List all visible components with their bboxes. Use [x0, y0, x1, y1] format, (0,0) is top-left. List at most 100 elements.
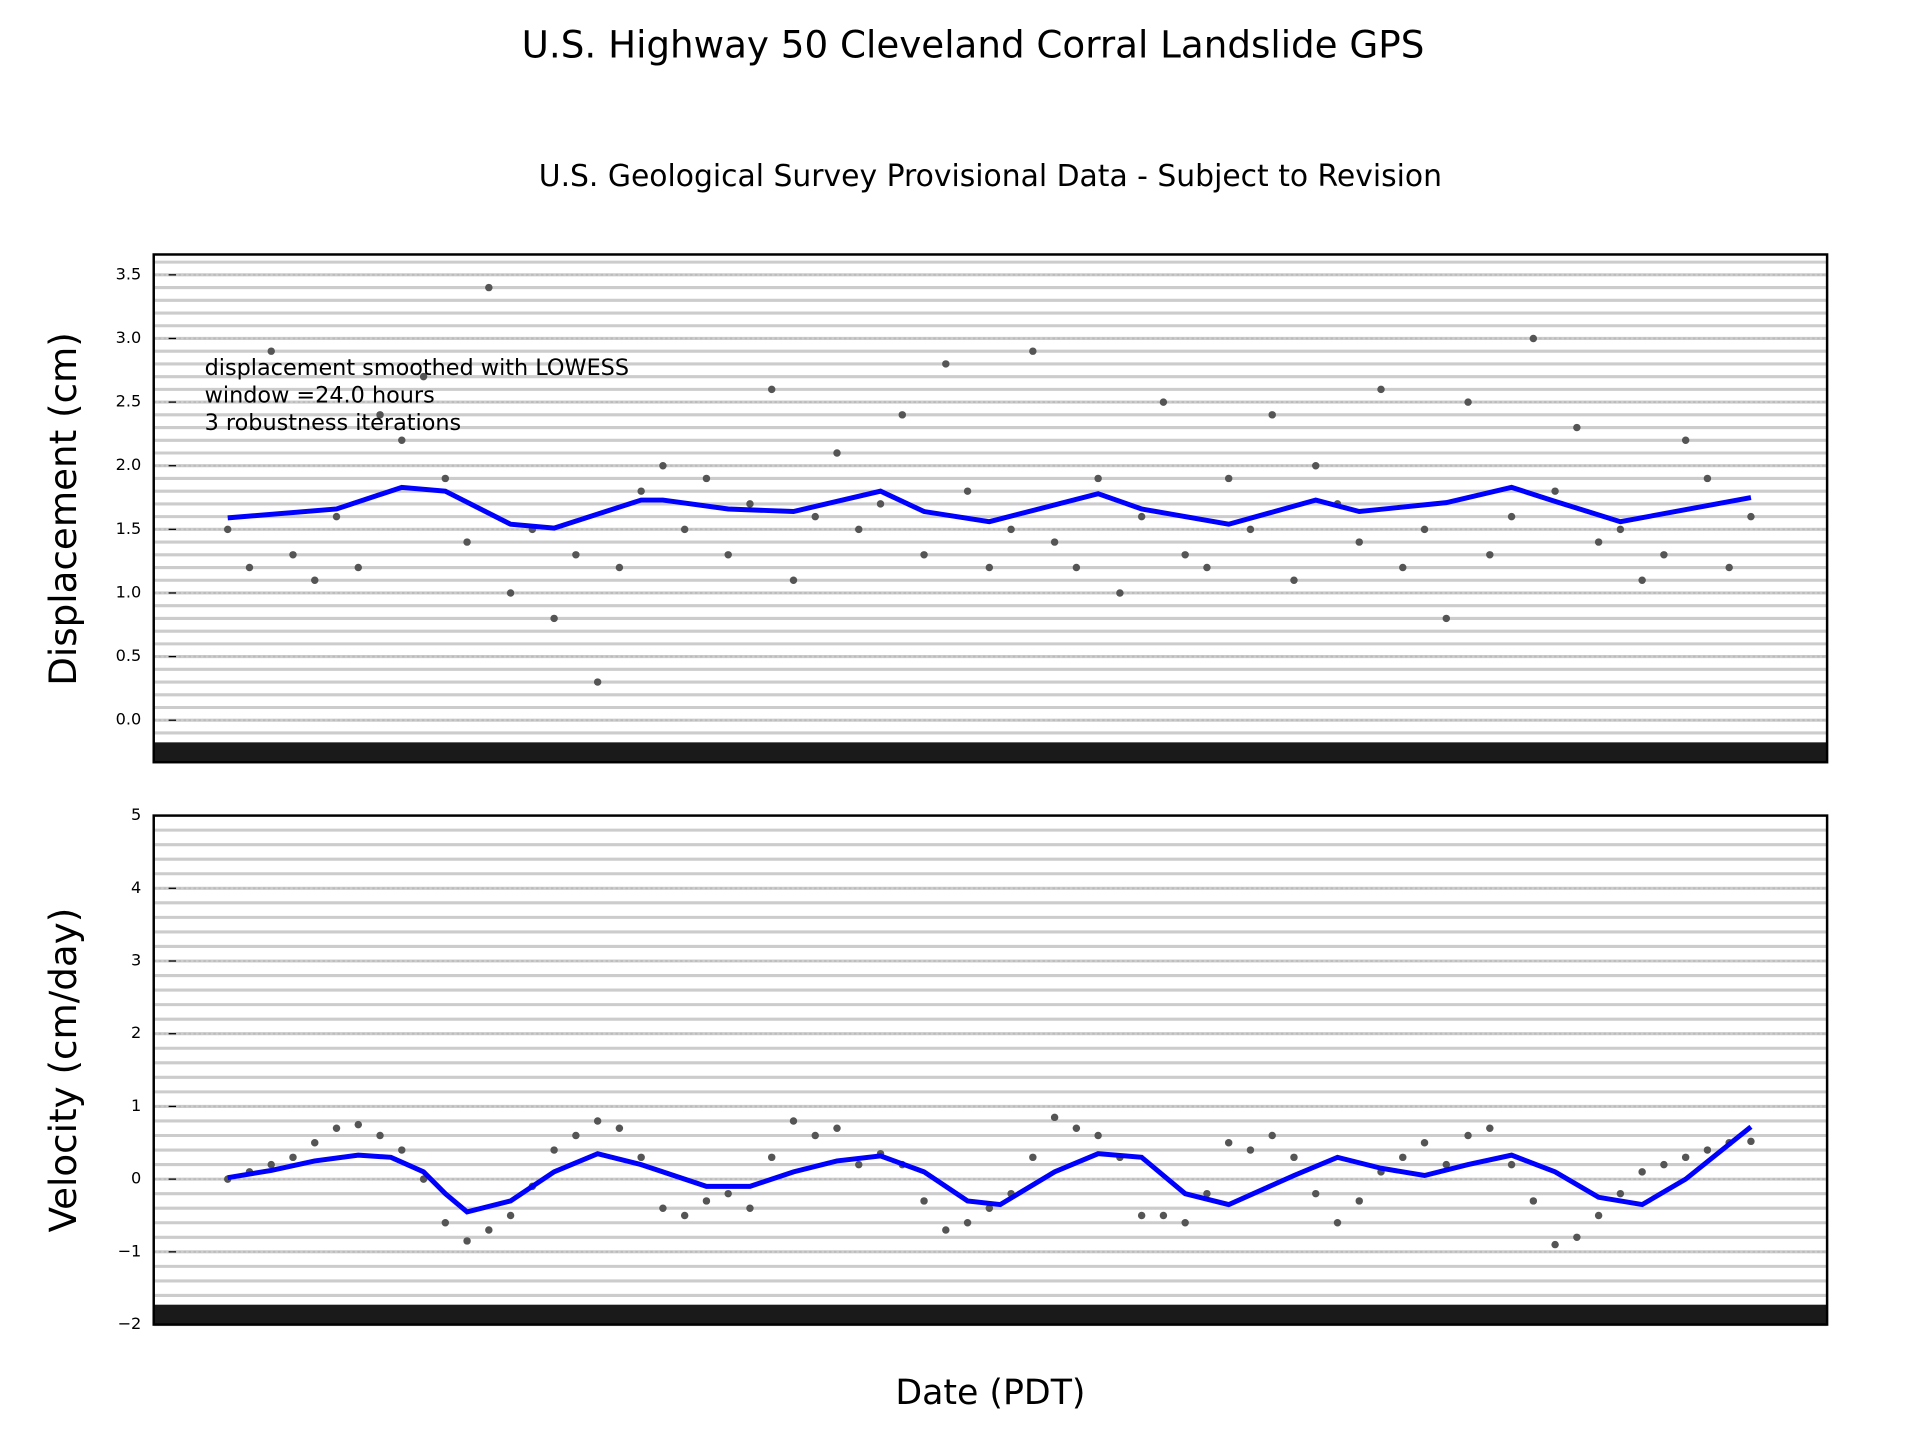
data-point — [1290, 576, 1298, 584]
data-point — [1420, 1139, 1429, 1147]
data-point — [223, 525, 232, 534]
data-point — [1725, 563, 1733, 572]
data-point — [1616, 525, 1625, 534]
data-point — [593, 1117, 602, 1125]
data-point — [1094, 474, 1102, 483]
chart-title: U.S. Highway 50 Cleveland Corral Landsli… — [522, 23, 1425, 67]
data-point — [767, 1153, 776, 1162]
annotation: 3 robustness iterations — [205, 410, 462, 436]
x-axis-label: Date (PDT) — [895, 1373, 1085, 1413]
annotation: displacement smoothed with LOWESS — [205, 355, 629, 381]
data-point — [419, 372, 428, 381]
data-point — [1159, 1211, 1168, 1220]
data-point — [1507, 1160, 1516, 1169]
data-point — [1442, 1160, 1451, 1169]
data-point — [1616, 1189, 1625, 1198]
data-point — [1224, 474, 1233, 483]
data-point — [572, 551, 580, 559]
data-point — [550, 1146, 558, 1154]
data-point — [441, 1219, 450, 1227]
data-point — [1029, 347, 1037, 355]
data-point — [637, 1153, 645, 1162]
data-point — [1573, 1233, 1581, 1242]
data-point — [702, 474, 711, 483]
data-point — [398, 1146, 406, 1154]
data-point — [419, 1175, 428, 1183]
data-point — [1355, 1197, 1363, 1205]
y-tick-label: −1 — [118, 1241, 142, 1260]
data-point — [485, 283, 493, 292]
data-point — [855, 525, 863, 534]
data-point — [1420, 525, 1429, 534]
data-point — [1464, 1131, 1472, 1140]
y-axis-label: Displacement (cm) — [41, 332, 85, 686]
data-point — [1137, 1211, 1146, 1220]
data-point — [354, 1120, 362, 1129]
data-point — [267, 1160, 275, 1169]
data-point — [1333, 1219, 1342, 1227]
data-point — [1507, 512, 1516, 521]
data-point — [1638, 1168, 1646, 1176]
data-point — [855, 1160, 863, 1169]
data-point — [1072, 563, 1081, 572]
data-point — [1747, 512, 1755, 521]
chart-subtitle: U.S. Geological Survey Provisional Data … — [539, 159, 1442, 194]
data-point — [245, 563, 254, 572]
data-point — [615, 563, 624, 572]
y-tick-label: 4 — [131, 878, 141, 897]
data-point — [1529, 1197, 1538, 1205]
y-tick-label: 2 — [131, 1023, 141, 1042]
data-point — [1246, 525, 1255, 534]
data-point — [942, 360, 950, 368]
data-point — [289, 1153, 297, 1162]
data-point — [833, 1124, 841, 1132]
y-axis-label: Velocity (cm/day) — [41, 908, 85, 1233]
data-point — [1486, 1124, 1494, 1132]
y-tick-label: 3.0 — [116, 328, 142, 347]
data-point — [1312, 461, 1320, 470]
data-point — [963, 1219, 972, 1227]
data-point — [1246, 1146, 1255, 1154]
data-point — [332, 512, 341, 521]
data-point — [702, 1197, 711, 1205]
data-point — [833, 449, 841, 457]
data-point — [920, 551, 928, 559]
y-tick-label: 1.5 — [116, 519, 142, 538]
y-tick-label: 1.0 — [116, 582, 142, 601]
data-point — [1355, 538, 1363, 546]
data-point — [1399, 1153, 1407, 1162]
data-point — [1203, 1189, 1211, 1198]
data-point — [680, 1211, 689, 1220]
y-tick-label: 5 — [131, 805, 141, 824]
data-point — [615, 1124, 624, 1132]
data-point — [550, 614, 558, 623]
y-tick-label: −2 — [118, 1314, 142, 1333]
data-point — [1181, 1219, 1189, 1227]
x-tick-band — [153, 742, 1828, 763]
annotation: window =24.0 hours — [205, 383, 435, 409]
data-point — [1529, 334, 1538, 343]
data-point — [1703, 1146, 1712, 1154]
data-point — [1312, 1189, 1320, 1198]
data-point — [1050, 1113, 1059, 1122]
data-point — [724, 551, 732, 559]
data-point — [876, 500, 885, 508]
data-point — [1094, 1131, 1102, 1140]
data-point — [1137, 512, 1146, 521]
data-point — [1377, 385, 1385, 394]
data-point — [1594, 538, 1603, 546]
data-point — [506, 1211, 515, 1220]
plot-frame — [152, 814, 1829, 1326]
data-point — [1007, 525, 1015, 534]
lowess-line — [227, 484, 1752, 531]
data-point — [811, 1131, 819, 1140]
data-point — [485, 1226, 493, 1234]
data-point — [1072, 1124, 1081, 1132]
data-point — [506, 589, 515, 597]
data-point — [1594, 1211, 1603, 1220]
data-point — [1268, 411, 1276, 419]
data-point — [398, 436, 406, 444]
data-point — [985, 1204, 994, 1212]
data-point — [637, 487, 645, 495]
